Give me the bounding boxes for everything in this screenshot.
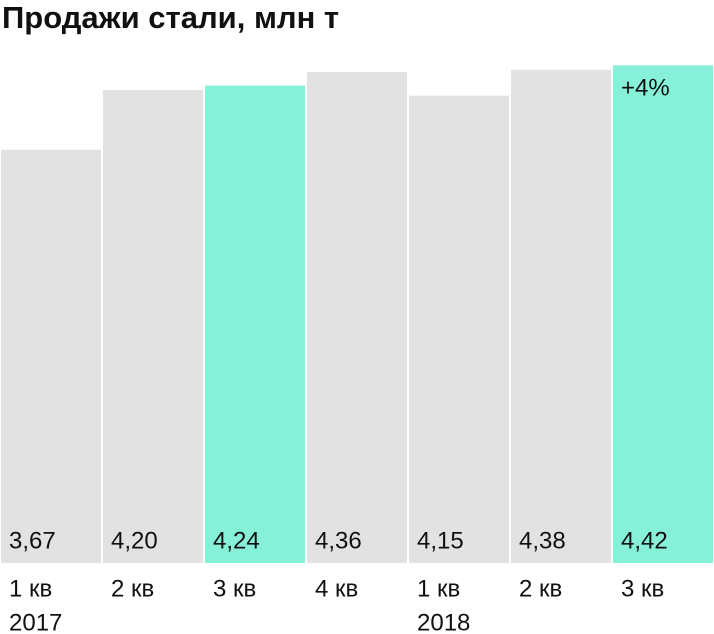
x-tick-label: 1 кв bbox=[9, 575, 52, 602]
chart-title: Продажи стали, млн т bbox=[2, 0, 339, 35]
value-label: 4,20 bbox=[111, 527, 158, 554]
x-tick-label: 2 кв bbox=[111, 575, 154, 602]
bar bbox=[103, 90, 203, 563]
bar bbox=[613, 65, 713, 564]
x-tick-year: 2018 bbox=[417, 609, 470, 634]
bar bbox=[307, 72, 407, 564]
x-tick-label: 1 кв bbox=[417, 575, 460, 602]
x-tick-label: 4 кв bbox=[315, 575, 358, 602]
bar bbox=[511, 69, 611, 563]
bar bbox=[1, 149, 101, 563]
x-tick-label: 3 кв bbox=[213, 575, 256, 602]
value-label: 4,24 bbox=[213, 527, 260, 554]
bar bbox=[205, 85, 305, 564]
value-label: 4,36 bbox=[315, 527, 362, 554]
x-tick-label: 3 кв bbox=[621, 575, 664, 602]
x-tick-label: 2 кв bbox=[519, 575, 562, 602]
value-label: 4,15 bbox=[417, 527, 464, 554]
annotation: +4% bbox=[621, 75, 670, 102]
value-label: 3,67 bbox=[9, 527, 56, 554]
x-tick-year: 2017 bbox=[9, 609, 62, 634]
value-label: 4,38 bbox=[519, 527, 566, 554]
bar bbox=[409, 95, 509, 564]
value-label: 4,42 bbox=[621, 527, 668, 554]
